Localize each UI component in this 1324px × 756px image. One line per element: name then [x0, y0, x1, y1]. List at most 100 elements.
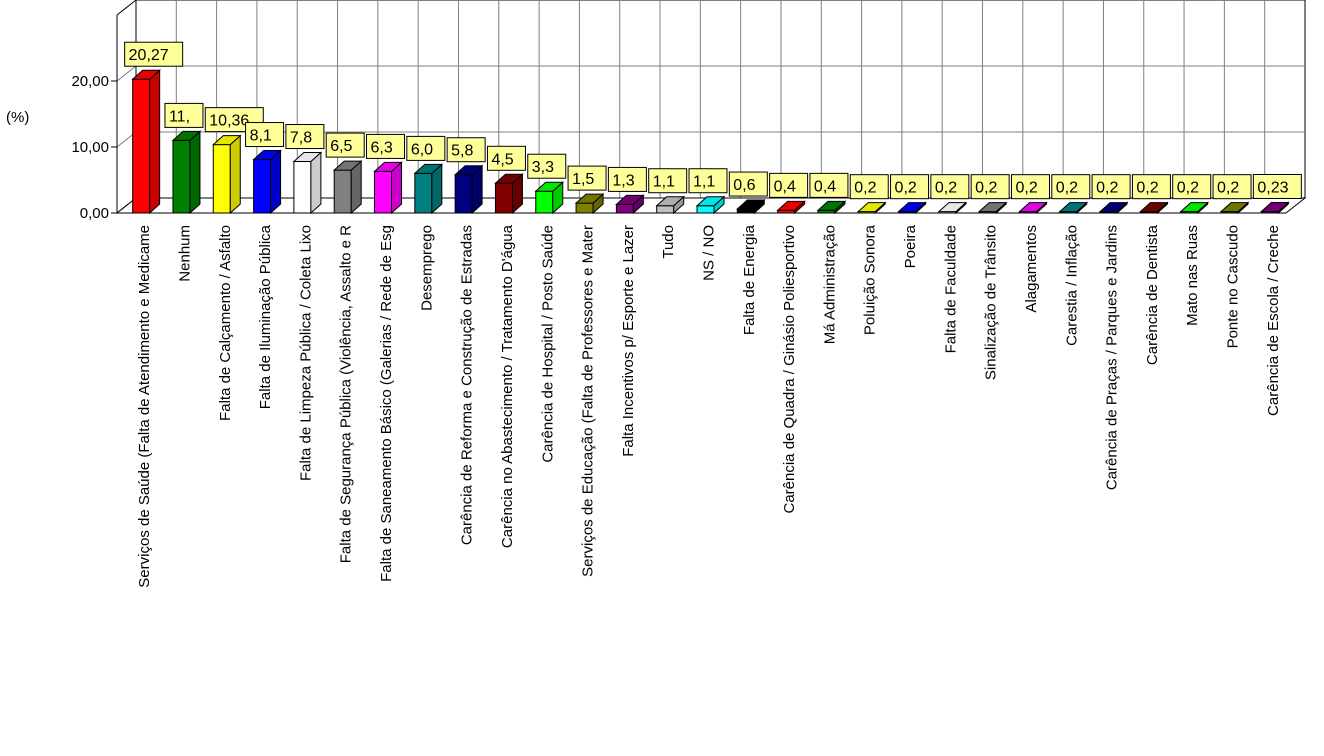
data-label-box: [809, 172, 849, 198]
data-label-box: [1091, 174, 1131, 200]
bar-top: [977, 202, 1008, 213]
y-tick-label: 0,00: [80, 205, 109, 222]
bar-top: [494, 173, 524, 184]
category-label: Falta de Segurança Pública (Violência, A…: [338, 225, 355, 563]
data-label-text: 6,3: [371, 139, 393, 156]
data-label-text: 1,1: [653, 174, 675, 191]
data-label: 0,2: [849, 174, 889, 200]
bar: [736, 198, 766, 215]
bar-top: [453, 165, 484, 176]
data-label-box: [648, 168, 688, 194]
data-label-box: [164, 102, 204, 128]
data-label: 0,4: [769, 172, 809, 198]
bar-top: [655, 196, 685, 207]
category-label: Alagamentos: [1023, 225, 1040, 313]
bar: [252, 149, 282, 215]
bar-top: [574, 193, 605, 204]
data-label-box: [890, 174, 930, 200]
bar-front: [736, 208, 755, 214]
bar-top: [615, 194, 645, 205]
category-label: Poluição Sonora: [862, 224, 879, 335]
data-label-text: 0,2: [1056, 180, 1078, 197]
bar-top: [1018, 202, 1048, 213]
bar: [1098, 201, 1129, 215]
bar: [494, 173, 524, 215]
bar-top: [736, 199, 766, 210]
category-label: Sinalização de Trânsito: [983, 225, 1000, 380]
data-label-box: [406, 135, 446, 161]
data-label-text: 1,5: [572, 171, 594, 188]
data-label-text: 11,: [169, 108, 190, 125]
data-label: 8,1: [245, 122, 285, 148]
bar: [332, 159, 363, 215]
category-label: Carência de Escola / Creche: [1265, 225, 1282, 416]
category-label: Carência no Abastecimento / Tratamento D…: [499, 224, 516, 548]
data-label: 0,2: [1010, 174, 1050, 200]
category-label: Falta de Faculdade: [942, 225, 959, 353]
bar-front: [494, 182, 513, 214]
bar-top: [373, 161, 403, 172]
data-label: 0,2: [1212, 174, 1252, 200]
data-label: 0,23: [1252, 173, 1302, 199]
data-label-text: 0,2: [1015, 180, 1037, 197]
data-label: 6,5: [325, 132, 365, 158]
bar: [453, 164, 484, 215]
bar: [1058, 201, 1089, 215]
bar: [534, 181, 565, 215]
data-label-text: 10,36: [209, 113, 249, 130]
data-label-text: 1,3: [612, 172, 634, 189]
bar-front: [656, 205, 675, 214]
y-tick-label: 20,00: [71, 73, 109, 90]
bar-front: [172, 139, 191, 214]
data-label-text: 0,2: [854, 180, 876, 197]
category-label: Serviços de Educação (Falta de Professor…: [580, 225, 597, 577]
bar-side: [310, 151, 322, 215]
bar: [695, 195, 726, 215]
data-label-text: 0,2: [935, 180, 957, 197]
bar: [1018, 201, 1048, 215]
category-label: Serviços de Saúde (Falta de Atendimento …: [136, 225, 153, 588]
bar-top: [292, 152, 323, 163]
bar-front: [535, 190, 554, 214]
data-label-text: 8,1: [250, 128, 272, 145]
data-label-box: [527, 153, 567, 179]
bar: [1260, 201, 1290, 215]
bar: [816, 200, 847, 215]
bars: [131, 69, 1290, 215]
y-axis-label: (%): [6, 109, 29, 126]
data-label: 0,4: [809, 172, 849, 198]
data-label-text: 3,3: [532, 159, 554, 176]
data-label-box: [849, 174, 889, 200]
bar-top: [1098, 202, 1129, 213]
data-label-box: [124, 41, 184, 67]
bar-top: [252, 150, 282, 161]
data-label-box: [366, 133, 406, 159]
data-label-box: [930, 174, 970, 200]
bar: [171, 130, 202, 215]
data-label-text: 0,2: [1177, 180, 1199, 197]
bar-top: [534, 181, 565, 192]
data-label: 6,0: [406, 135, 446, 161]
data-label-box: [1010, 174, 1050, 200]
bar-front: [696, 205, 715, 214]
bar: [373, 161, 403, 215]
data-label: 1,5: [567, 165, 607, 191]
bar-top: [413, 163, 444, 174]
data-label: 0,6: [728, 171, 768, 197]
bar-front: [293, 161, 312, 214]
category-label: Falta de Energia: [741, 224, 758, 335]
data-label-text: 1,1: [693, 174, 715, 191]
category-label: Carência de Dentista: [1144, 224, 1161, 365]
bar: [1139, 201, 1169, 215]
category-label: Falta de Saneamento Básico (Galerias / R…: [378, 225, 395, 582]
bar-front: [575, 202, 594, 214]
bar: [615, 194, 645, 215]
category-label: Carência de Quadra / Ginásio Poliesporti…: [781, 225, 798, 514]
data-label: 0,2: [1172, 174, 1212, 200]
data-label: 0,2: [930, 174, 970, 200]
y-axis: 0,00 10,00 20,00: [71, 15, 118, 222]
bar: [574, 192, 605, 215]
data-label-text: 0,2: [1096, 180, 1118, 197]
bar-front: [212, 144, 231, 214]
bar: [897, 201, 927, 215]
